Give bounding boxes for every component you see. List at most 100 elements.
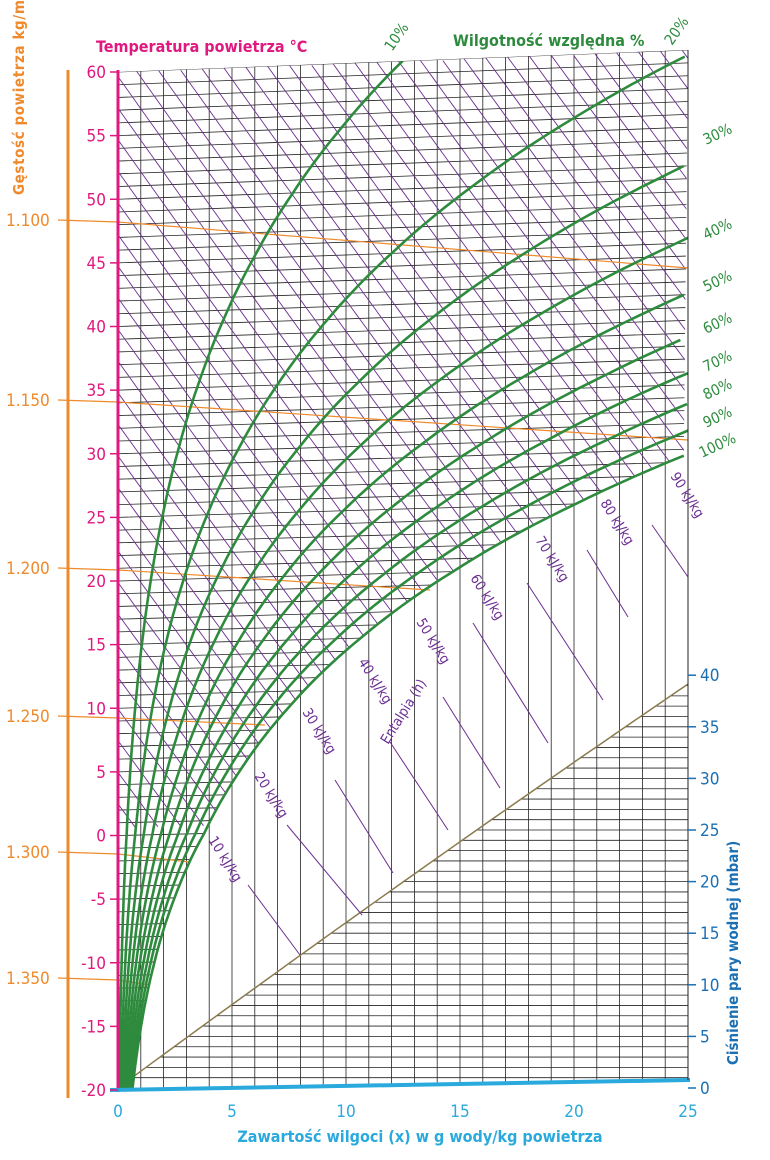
density-tick-label: 1.350 xyxy=(6,969,50,989)
enthalpy-line xyxy=(442,696,501,789)
pressure-tick-label: 5 xyxy=(700,1027,710,1047)
enthalpy-label-50: 50 kJ/kg xyxy=(413,616,453,667)
enthalpy-label-20: 20 kJ/kg xyxy=(251,770,291,821)
x-axis-title: Zawartość wilgoci (x) w g wody/kg powiet… xyxy=(237,1127,602,1146)
moisture-tick-label: 15 xyxy=(450,1102,469,1122)
enthalpy-label-60: 60 kJ/kg xyxy=(467,572,507,623)
isotherm-gridline xyxy=(118,564,688,582)
enthalpy-gridline xyxy=(118,234,546,819)
temperature-tick-label: 30 xyxy=(87,445,106,465)
isotherm-gridline xyxy=(118,577,688,595)
isotherm-gridline xyxy=(118,229,688,251)
rh-label-40: 40% xyxy=(700,215,735,244)
isotherm-gridlines xyxy=(118,50,688,1090)
moisture-axis-line xyxy=(109,1078,691,1092)
enthalpy-label-80: 80 kJ/kg xyxy=(597,497,637,548)
enthalpy-line xyxy=(586,549,629,618)
enthalpy-line xyxy=(286,824,363,916)
rh-label-70: 70% xyxy=(700,347,735,376)
isotherm-gridline xyxy=(118,976,688,989)
enthalpy-gridline xyxy=(636,50,688,120)
isotherm-gridline xyxy=(118,113,688,137)
enthalpy-gridline xyxy=(374,58,688,487)
density-tick-label: 1.150 xyxy=(6,391,50,411)
pressure-tick-label: 10 xyxy=(700,976,719,996)
isotherm-gridline xyxy=(118,422,688,442)
isotherm-gridline xyxy=(118,204,688,226)
pressure-axis-title: Ciśnienie pary wodnej (mbar) xyxy=(724,841,742,1065)
isotherm-gridline xyxy=(118,963,688,976)
isotherm-gridline xyxy=(118,925,688,938)
temperature-tick-label: -15 xyxy=(81,1017,106,1037)
rh-curve-80 xyxy=(128,402,688,1090)
vapor-pressure-line xyxy=(117,683,689,1089)
enthalpy-label-10: 10 kJ/kg xyxy=(205,834,245,885)
enthalpy-gridline xyxy=(528,54,688,273)
enthalpy-line xyxy=(472,622,549,744)
temperature-tick-label: 60 xyxy=(87,63,106,83)
enthalpy-gridline xyxy=(459,52,688,365)
isotherm-gridline xyxy=(118,371,688,391)
moisture-gridlines xyxy=(117,50,689,1090)
isotherm-gridline xyxy=(118,268,688,289)
isotherm-gridline xyxy=(118,139,688,162)
enthalpy-gridline xyxy=(118,329,478,821)
enthalpy-gridline xyxy=(419,59,688,426)
isotherm-gridline xyxy=(118,474,688,493)
isotherm-gridline xyxy=(118,860,688,875)
humidity-title: Wilgotność względna % xyxy=(453,31,644,50)
rh-label-60: 60% xyxy=(700,309,735,338)
enthalpy-gridline xyxy=(681,50,688,59)
rh-curve-60 xyxy=(125,338,681,1090)
pressure-tick-label: 0 xyxy=(700,1079,710,1099)
temperature-tick-label: 20 xyxy=(87,572,106,592)
rh-label-100: 100% xyxy=(696,429,739,462)
temperature-tick-label: -10 xyxy=(81,954,106,974)
rh-curve-90 xyxy=(129,428,688,1090)
isotherm-gridline xyxy=(118,410,688,429)
temperature-tick-label: 45 xyxy=(87,254,106,274)
pressure-tick-label: 40 xyxy=(700,666,719,686)
temperature-tick-label: 10 xyxy=(87,699,106,719)
enthalpy-gridline xyxy=(482,53,688,334)
temperature-tick-label: 55 xyxy=(87,127,106,147)
rh-curve-20 xyxy=(119,55,686,1090)
enthalpy-label-40: 40 kJ/kg xyxy=(355,656,395,707)
temperature-tick-label: 50 xyxy=(87,190,106,210)
rh-curve-40 xyxy=(122,235,688,1090)
enthalpy-gridline xyxy=(265,64,688,640)
isotherm-gridline xyxy=(118,75,688,98)
axes xyxy=(66,50,696,1098)
enthalpy-gridline xyxy=(573,55,688,212)
isotherm-gridline xyxy=(118,345,688,366)
rh-label-10: 10% xyxy=(381,19,413,54)
isotherm-gridline xyxy=(118,191,688,213)
temperature-tick-label: 25 xyxy=(87,508,106,528)
moisture-tick-label: 10 xyxy=(336,1102,355,1122)
moisture-tick-label: 5 xyxy=(227,1102,237,1122)
isotherm-gridline xyxy=(118,525,688,544)
enthalpy-line xyxy=(389,741,449,831)
isotherm-gridline xyxy=(118,461,688,480)
moisture-tick-label: 25 xyxy=(678,1102,697,1122)
tick-labels: 1.1001.1501.2001.2501.3001.3506055504540… xyxy=(6,63,719,1122)
isotherm-gridline xyxy=(118,1053,688,1065)
vapor-pressure-hatch xyxy=(117,683,689,1089)
isotherm-gridline xyxy=(118,242,688,264)
isotherm-gridline xyxy=(118,950,688,964)
isotherm-gridline xyxy=(118,165,688,187)
rh-curve-50 xyxy=(123,293,685,1090)
temperature-tick-label: 15 xyxy=(87,636,106,656)
rh-label-30: 30% xyxy=(700,120,735,149)
moisture-tick-label: 0 xyxy=(113,1102,123,1122)
isotherm-gridline xyxy=(118,101,688,124)
density-tick-label: 1.300 xyxy=(6,843,50,863)
temperature-tick-label: 0 xyxy=(96,827,106,847)
isotherm-gridline xyxy=(118,216,688,238)
isotherm-gridline xyxy=(118,126,688,149)
isotherm-gridline xyxy=(118,834,688,849)
enthalpy-line xyxy=(651,524,689,578)
enthalpy-gridline xyxy=(118,360,455,821)
rh-curve-30 xyxy=(121,164,685,1090)
